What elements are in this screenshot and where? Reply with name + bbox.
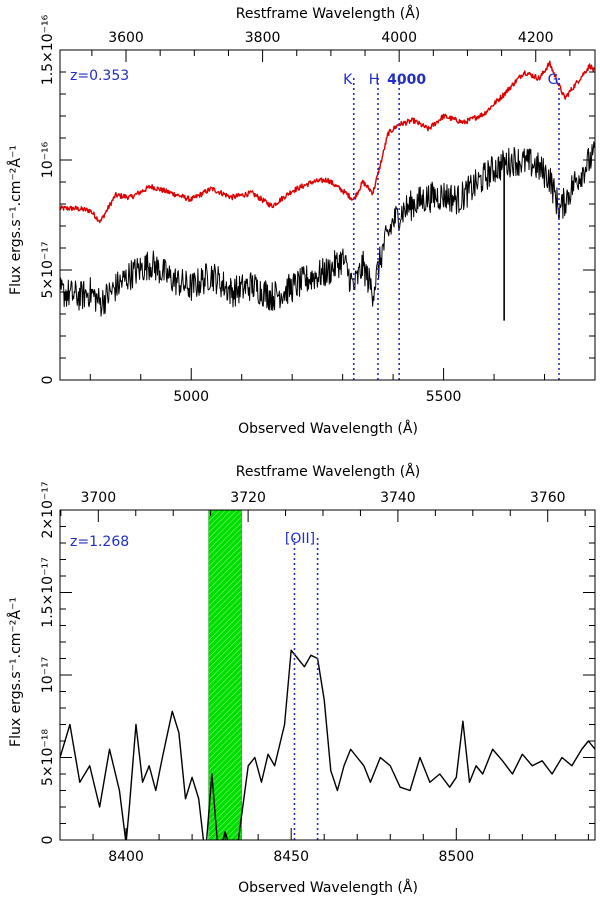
top-tick-label: 3720 xyxy=(230,490,266,506)
oii-feature-label: [OII] xyxy=(285,531,315,547)
top-redshift-label: z=0.353 xyxy=(70,68,129,84)
y-tick-label: 1.5×10⁻¹⁶ xyxy=(40,14,56,85)
masked-sky-region xyxy=(208,509,242,841)
x-tick-label: 8450 xyxy=(273,849,309,865)
feature-label-g: G xyxy=(548,72,559,88)
series-observed xyxy=(60,649,595,840)
bottom-ticks: 8400 8450 8500 3700 3720 3740 3760 0 5×10⁻¹⁸ 10⁻¹… xyxy=(40,481,595,865)
top-tick-label: 3740 xyxy=(380,490,416,506)
bottom-redshift-label: z=1.268 xyxy=(70,534,129,550)
feature-label-h: H xyxy=(369,72,380,88)
bottom-axes xyxy=(59,509,596,841)
top-feature-labels: K H 4000 G xyxy=(343,72,558,88)
x-tick-label: 8400 xyxy=(108,849,144,865)
top-tick-label: 3800 xyxy=(245,30,281,46)
top-tick-label: 3600 xyxy=(108,30,144,46)
top-plot-data xyxy=(60,60,595,321)
top-ticks: 5000 5500 3600 3800 4000 4200 0 5×10⁻¹⁷ 10⁻¹⁶ 1.5… xyxy=(40,14,596,405)
plot-frame xyxy=(59,49,596,381)
top-axes xyxy=(59,49,596,381)
y-tick-label: 5×10⁻¹⁸ xyxy=(40,729,56,786)
top-tick-label: 3700 xyxy=(80,490,116,506)
y-tick-label: 10⁻¹⁶ xyxy=(40,141,56,178)
bottom-panel-top-axis-title: Restframe Wavelength (Å) xyxy=(236,463,420,480)
y-tick-label: 5×10⁻¹⁷ xyxy=(40,241,56,298)
bottom-panel: 8400 8450 8500 3700 3720 3740 3760 0 5×10⁻¹⁸ 10⁻¹… xyxy=(7,463,596,896)
y-tick-label: 10⁻¹⁷ xyxy=(40,657,56,693)
feature-label-k: K xyxy=(343,72,353,88)
y-tick-label: 2×10⁻¹⁷ xyxy=(40,481,56,538)
feature-label-4000: 4000 xyxy=(387,72,426,88)
top-feature-lines xyxy=(352,78,560,380)
bottom-feature-lines xyxy=(293,538,319,840)
bottom-panel-x-axis-title: Observed Wavelength (Å) xyxy=(238,879,418,896)
bottom-panel-y-axis-title: Flux ergs.s⁻¹.cm⁻²Å⁻¹ xyxy=(7,597,24,747)
top-panel: 5000 5500 3600 3800 4000 4200 0 5×10⁻¹⁷ 10⁻¹⁶ 1.5… xyxy=(7,5,596,437)
y-tick-label: 0 xyxy=(40,376,56,385)
top-panel-top-axis-title: Restframe Wavelength (Å) xyxy=(236,5,420,22)
series-observed xyxy=(60,141,595,317)
top-tick-label: 4200 xyxy=(518,30,554,46)
x-tick-label: 8500 xyxy=(438,849,474,865)
y-tick-label: 1.5×10⁻¹⁷ xyxy=(40,557,56,627)
series-template xyxy=(60,60,595,224)
x-tick-label: 5500 xyxy=(426,389,462,405)
top-panel-x-axis-title: Observed Wavelength (Å) xyxy=(238,420,418,437)
x-tick-label: 5000 xyxy=(173,389,209,405)
y-tick-label: 0 xyxy=(40,836,56,845)
plot-frame xyxy=(59,509,596,841)
bottom-plot-data xyxy=(60,649,595,840)
top-panel-y-axis-title: Flux ergs.s⁻¹.cm⁻²Å⁻¹ xyxy=(7,145,24,295)
top-tick-label: 4000 xyxy=(381,30,417,46)
top-tick-label: 3760 xyxy=(530,490,566,506)
